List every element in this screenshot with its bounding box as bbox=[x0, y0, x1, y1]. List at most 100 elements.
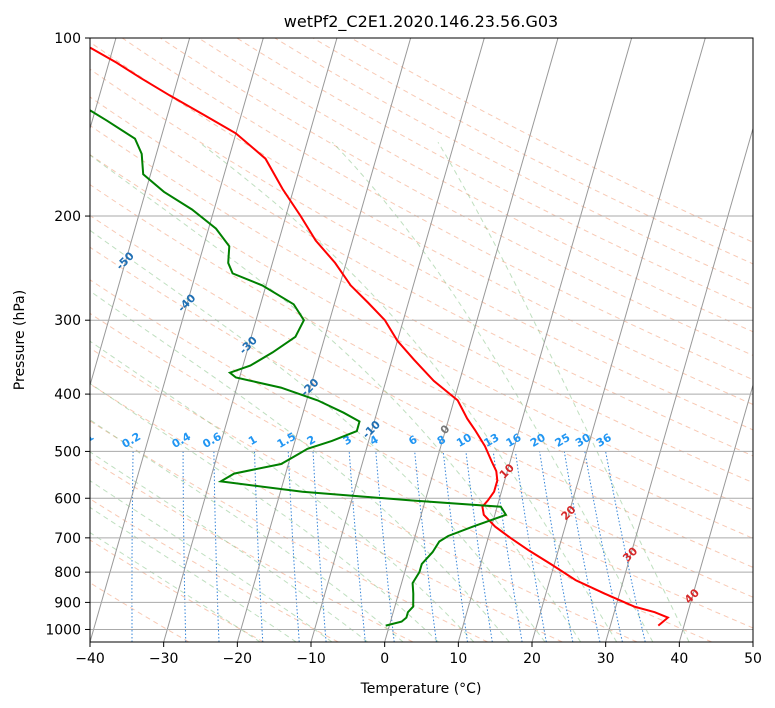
mixing-ratio-label: 1.5 bbox=[275, 430, 298, 451]
moist-adiabat bbox=[198, 141, 618, 642]
isotherm-line bbox=[163, 38, 338, 642]
dry-adiabat bbox=[90, 41, 753, 405]
mixing-ratio-line bbox=[563, 451, 601, 642]
mixing-ratio-label: 0.4 bbox=[170, 430, 194, 451]
background-lines bbox=[82, 38, 753, 642]
isotherm-line bbox=[678, 383, 753, 642]
mixing-ratio-line bbox=[539, 451, 574, 642]
y-axis-label: Pressure (hPa) bbox=[12, 290, 28, 390]
x-tick-label: 40 bbox=[670, 651, 688, 667]
mixing-ratio-line bbox=[514, 451, 547, 642]
y-tick-label: 1000 bbox=[45, 622, 81, 638]
mixing-ratio-label: 0.1 bbox=[73, 430, 96, 451]
mixing-ratio-line bbox=[254, 451, 264, 642]
mixing-ratio-line bbox=[375, 451, 395, 642]
moist-adiabat bbox=[90, 506, 297, 642]
moist-adiabat bbox=[90, 480, 333, 642]
y-tick-label: 100 bbox=[54, 31, 81, 47]
x-tick-label: 10 bbox=[449, 651, 467, 667]
y-tick-label: 700 bbox=[54, 531, 81, 547]
isotherm-line bbox=[90, 38, 191, 388]
isotherm-line bbox=[605, 126, 753, 642]
mixing-ratio-label: 6 bbox=[406, 433, 419, 448]
x-axis-label: Temperature (°C) bbox=[360, 681, 482, 697]
y-tick-label: 900 bbox=[54, 595, 81, 611]
mixing-ratio-line bbox=[442, 451, 468, 642]
y-tick-label: 500 bbox=[54, 444, 81, 460]
dry-adiabat bbox=[90, 498, 339, 642]
isotherm-label: -50 bbox=[114, 249, 137, 272]
dry-adiabat bbox=[90, 383, 563, 642]
y-axis-ticks: 100 200 300 400 500 600 700 800 900 1000 bbox=[45, 31, 90, 638]
mixing-ratio-line bbox=[465, 451, 493, 642]
moist-adiabat bbox=[437, 141, 690, 642]
mixing-ratio-line bbox=[131, 451, 134, 642]
x-tick-label: 50 bbox=[744, 651, 762, 667]
moist-adiabat bbox=[331, 141, 654, 642]
chart-title: wetPf2_C2E1.2020.146.23.56.G03 bbox=[284, 12, 558, 32]
x-axis-ticks: −40 −30 −20 −10 0 10 20 30 40 50 bbox=[75, 642, 762, 667]
temperature-profile bbox=[90, 46, 670, 627]
isotherm-line bbox=[531, 38, 706, 642]
x-tick-label: −40 bbox=[75, 651, 105, 667]
dry-adiabat bbox=[198, 38, 753, 333]
moist-adiabat bbox=[90, 229, 546, 642]
mixing-ratio-label: 36 bbox=[594, 431, 614, 450]
moist-adiabat bbox=[90, 419, 404, 642]
isotherm-label: 40 bbox=[682, 586, 702, 606]
mixing-ratio-label: 16 bbox=[504, 431, 524, 450]
dry-adiabat bbox=[90, 347, 638, 642]
dewpoint-profile bbox=[90, 109, 508, 627]
isotherm-label: 20 bbox=[559, 503, 579, 523]
moist-adiabat bbox=[90, 154, 582, 642]
x-tick-label: 30 bbox=[597, 651, 615, 667]
mixing-ratio-line bbox=[584, 451, 623, 642]
dry-adiabat bbox=[274, 38, 753, 287]
mixing-ratio-line bbox=[414, 451, 437, 642]
isotherm-line bbox=[752, 640, 753, 642]
y-tick-label: 400 bbox=[54, 387, 81, 403]
isotherm-label: 10 bbox=[497, 461, 517, 481]
mixing-ratio-label: 10 bbox=[454, 431, 474, 450]
mixing-ratio-line bbox=[82, 451, 86, 642]
x-tick-label: −10 bbox=[296, 651, 326, 667]
mixing-ratio-line bbox=[213, 451, 220, 642]
dry-adiabat bbox=[312, 38, 753, 265]
dry-adiabat bbox=[90, 420, 488, 642]
mixing-ratio-label: 30 bbox=[573, 431, 593, 450]
x-tick-label: −30 bbox=[149, 651, 179, 667]
y-tick-label: 300 bbox=[54, 313, 81, 329]
mixing-ratio-line bbox=[312, 451, 327, 642]
dry-adiabat bbox=[90, 246, 753, 598]
moist-adiabat bbox=[90, 340, 475, 642]
mixing-ratio-line bbox=[492, 451, 523, 642]
isotherm-line bbox=[90, 38, 264, 642]
dry-adiabat bbox=[121, 38, 753, 381]
line-annotations: -100-90-80-70-60-50-40-30-20-10010203040… bbox=[0, 165, 702, 606]
profiles bbox=[90, 46, 670, 627]
x-tick-label: −20 bbox=[223, 651, 253, 667]
dry-adiabat bbox=[90, 68, 753, 431]
y-tick-label: 600 bbox=[54, 491, 81, 507]
dry-adiabat bbox=[90, 539, 264, 642]
plot-frame bbox=[89, 37, 754, 643]
grid-lines bbox=[90, 38, 753, 642]
x-tick-label: 0 bbox=[380, 651, 389, 667]
isotherm-line bbox=[457, 38, 633, 642]
dry-adiabat bbox=[90, 312, 712, 642]
dry-adiabat bbox=[90, 96, 753, 457]
mixing-ratio-label: 0.2 bbox=[120, 430, 143, 451]
y-tick-label: 200 bbox=[54, 209, 81, 225]
isotherm-label: -70 bbox=[0, 165, 14, 188]
mixing-ratio-line bbox=[605, 451, 646, 642]
mixing-ratio-label: 25 bbox=[553, 431, 573, 450]
mixing-ratio-line bbox=[182, 451, 187, 642]
dry-adiabat bbox=[90, 458, 414, 642]
mixing-ratio-label: 0.6 bbox=[200, 430, 224, 451]
moist-adiabat bbox=[90, 532, 261, 642]
mixing-ratio-line bbox=[348, 451, 366, 642]
isotherm-label: 30 bbox=[620, 544, 640, 564]
dry-adiabat bbox=[90, 184, 753, 539]
isotherm-label: -40 bbox=[175, 291, 198, 314]
